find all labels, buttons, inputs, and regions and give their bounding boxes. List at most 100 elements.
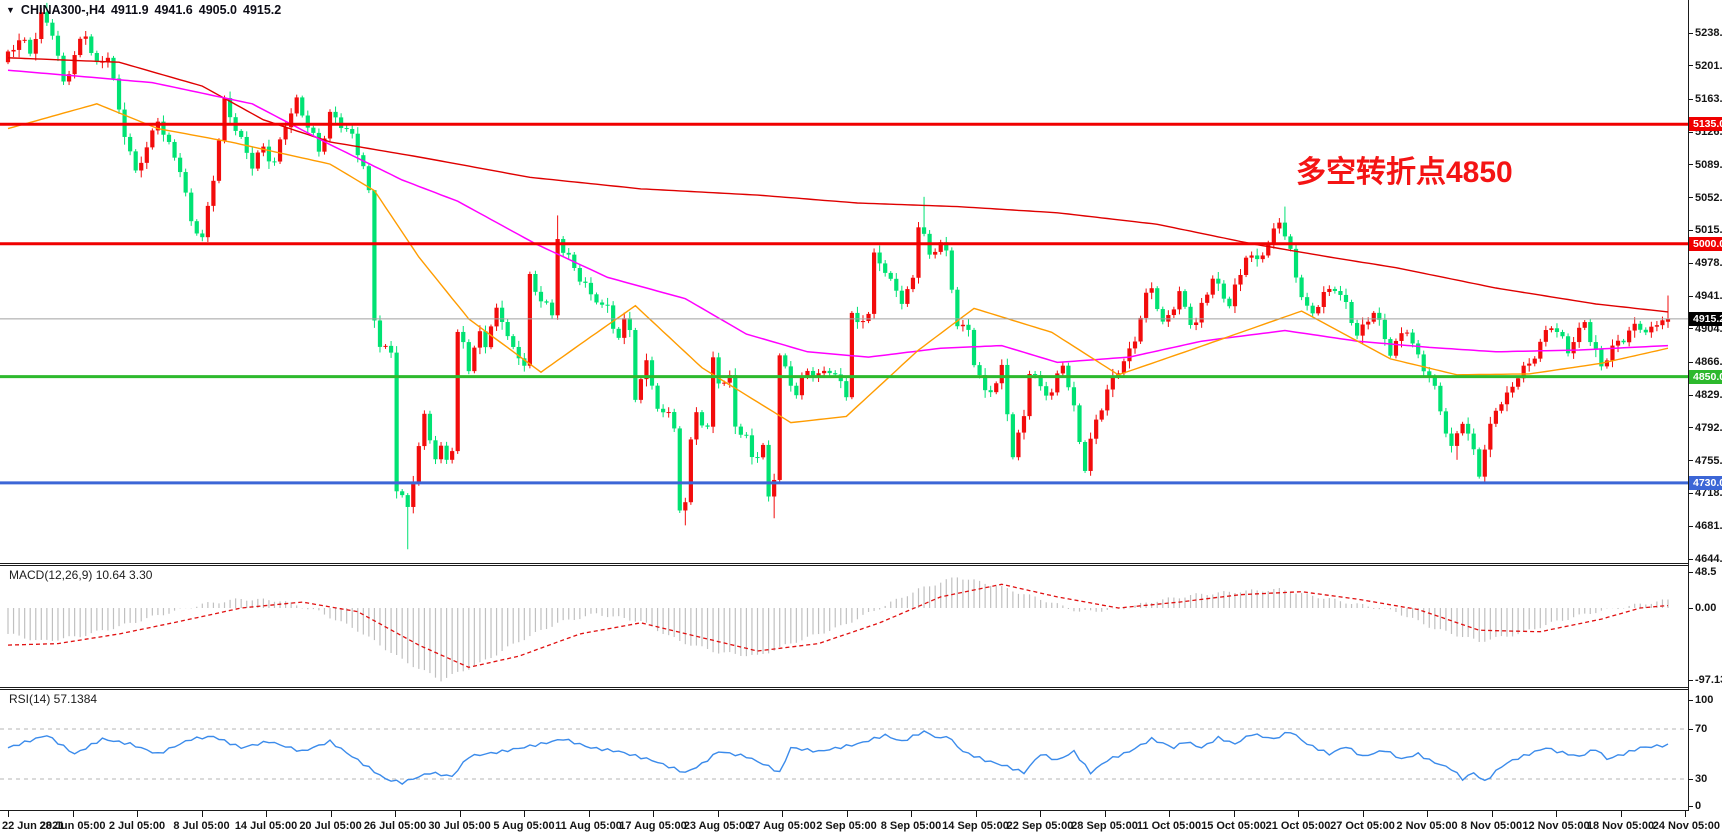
- time-tick-label: 12 Nov 05:00: [1522, 820, 1590, 832]
- rsi-tick-mark: [1689, 805, 1693, 807]
- price-scale[interactable]: 5238.05201.05163.05126.05089.05052.05015…: [1688, 0, 1722, 812]
- time-tick-label: 30 Jul 05:00: [428, 820, 491, 832]
- quote-line: ▼ CHINA300-,H4 4911.9 4941.6 4905.0 4915…: [6, 3, 281, 17]
- rsi-tick-mark: [1689, 778, 1693, 780]
- time-tick-label: 2 Jul 05:00: [108, 820, 166, 832]
- time-tick-mark: [72, 811, 74, 817]
- time-tick-mark: [524, 811, 525, 817]
- time-tick-label: 20 Jul 05:00: [299, 820, 362, 832]
- time-tick-label: 8 Sep 05:00: [880, 820, 942, 832]
- time-tick-label: 27 Oct 05:00: [1330, 820, 1395, 832]
- symbol-dropdown-icon[interactable]: ▼: [6, 5, 15, 15]
- time-tick-label: 28 Jun 05:00: [39, 820, 106, 832]
- rsi-tick-label: 30: [1695, 773, 1708, 785]
- panel-separator: [0, 563, 1688, 564]
- time-tick-label: 22 Sep 05:00: [1006, 820, 1074, 832]
- price-level-badge: 4850.0: [1689, 369, 1722, 384]
- time-tick-mark: [1362, 811, 1364, 817]
- macd-tick-mark: [1689, 571, 1693, 573]
- price-tick-mark: [1689, 427, 1693, 429]
- macd-tick-mark: [1689, 679, 1693, 681]
- panel-separator: [0, 689, 1688, 690]
- price-tick-label: 4941.0: [1695, 290, 1722, 302]
- price-tick-mark: [1689, 164, 1693, 166]
- price-level-badge: 5135.0: [1689, 117, 1722, 132]
- quote-high: 4941.6: [154, 3, 193, 17]
- time-tick-mark: [330, 811, 332, 817]
- time-tick-label: 14 Jul 05:00: [234, 820, 298, 832]
- annotation-text: 多空转折点4850: [1296, 156, 1513, 189]
- price-tick-mark: [1689, 328, 1693, 330]
- time-tick-mark: [1427, 811, 1428, 817]
- price-tick-label: 4718.0: [1695, 487, 1722, 500]
- time-tick-mark: [1620, 811, 1622, 817]
- price-tick-label: 5089.0: [1695, 158, 1722, 171]
- rsi-canvas[interactable]: [0, 690, 1688, 810]
- panel-separator: [0, 687, 1688, 688]
- price-tick-label: 4755.0: [1695, 454, 1722, 467]
- time-tick-mark: [975, 811, 977, 817]
- rsi-tick-label: 70: [1695, 723, 1708, 735]
- rsi-tick-mark: [1689, 699, 1693, 701]
- price-tick-label: 5163.0: [1695, 93, 1722, 106]
- price-tick-mark: [1689, 525, 1693, 527]
- time-tick-mark: [782, 811, 783, 817]
- price-tick-label: 5238.0: [1695, 27, 1722, 39]
- rsi-indicator-label: RSI(14) 57.1384: [9, 692, 98, 706]
- time-tick-mark: [1233, 811, 1235, 817]
- price-tick-label: 4681.0: [1695, 520, 1722, 533]
- price-tick-mark: [1689, 460, 1693, 462]
- time-tick-mark: [1040, 811, 1041, 817]
- time-tick-label: 17 Aug 05:00: [619, 820, 687, 832]
- time-tick-label: 2 Nov 05:00: [1396, 820, 1458, 832]
- price-tick-label: 4866.0: [1695, 356, 1722, 369]
- time-tick-mark: [201, 811, 203, 817]
- time-tick-label: 24 Nov 05:00: [1652, 820, 1720, 832]
- time-tick-mark: [717, 811, 719, 817]
- price-level-badge: 4915.2: [1689, 311, 1722, 326]
- time-tick-label: 28 Sep 05:00: [1071, 820, 1138, 832]
- price-tick-label: 4978.0: [1695, 257, 1722, 270]
- time-tick-mark: [8, 811, 9, 817]
- price-tick-label: 5052.0: [1695, 191, 1722, 204]
- price-tick-mark: [1689, 361, 1693, 363]
- time-tick-label: 8 Nov 05:00: [1460, 820, 1523, 832]
- time-tick-mark: [395, 811, 396, 817]
- quote-symbol-period: CHINA300-,H4: [20, 3, 105, 17]
- quote-low: 4905.0: [198, 3, 237, 17]
- price-tick-mark: [1689, 98, 1693, 100]
- macd-tick-label: -97.13: [1695, 674, 1722, 687]
- time-tick-mark: [1685, 811, 1686, 817]
- time-axis[interactable]: 22 Jun 2021 28 Jun 05:00 2 Jul 05:00 8 Jul …: [0, 811, 1722, 838]
- time-tick-mark: [911, 811, 912, 817]
- macd-canvas[interactable]: [0, 566, 1688, 686]
- time-tick-mark: [588, 811, 590, 817]
- price-level-badge: 4730.0: [1689, 475, 1722, 490]
- time-tick-mark: [1491, 811, 1493, 817]
- time-tick-mark: [1169, 811, 1170, 817]
- price-tick-mark: [1689, 558, 1693, 560]
- price-tick-label: 5201.0: [1695, 59, 1722, 72]
- price-tick-mark: [1689, 229, 1693, 231]
- panel-separator: [0, 565, 1688, 566]
- panel-separator: [0, 810, 1688, 811]
- price-tick-mark: [1689, 394, 1693, 396]
- time-tick-label: 22 Jun 2021: [2, 820, 65, 832]
- time-tick-mark: [137, 811, 138, 817]
- time-tick-label: 18 Nov 05:00: [1586, 820, 1655, 832]
- macd-indicator-label: MACD(12,26,9) 10.64 3.30: [9, 568, 153, 582]
- price-tick-label: 5015.0: [1695, 224, 1722, 237]
- time-tick-mark: [266, 811, 267, 817]
- quote-open: 4911.9: [110, 3, 149, 17]
- time-tick-mark: [459, 811, 461, 817]
- price-tick-mark: [1689, 492, 1693, 494]
- macd-tick-label: 48.5: [1695, 566, 1717, 579]
- price-tick-label: 4644.0: [1695, 553, 1722, 565]
- time-tick-label: 23 Aug 05:00: [683, 820, 752, 832]
- time-tick-label: 21 Oct 05:00: [1265, 820, 1331, 832]
- price-chart-canvas[interactable]: [0, 0, 1722, 563]
- time-tick-label: 11 Aug 05:00: [555, 820, 622, 832]
- quote-close: 4915.2: [243, 3, 282, 17]
- price-tick-mark: [1689, 131, 1693, 133]
